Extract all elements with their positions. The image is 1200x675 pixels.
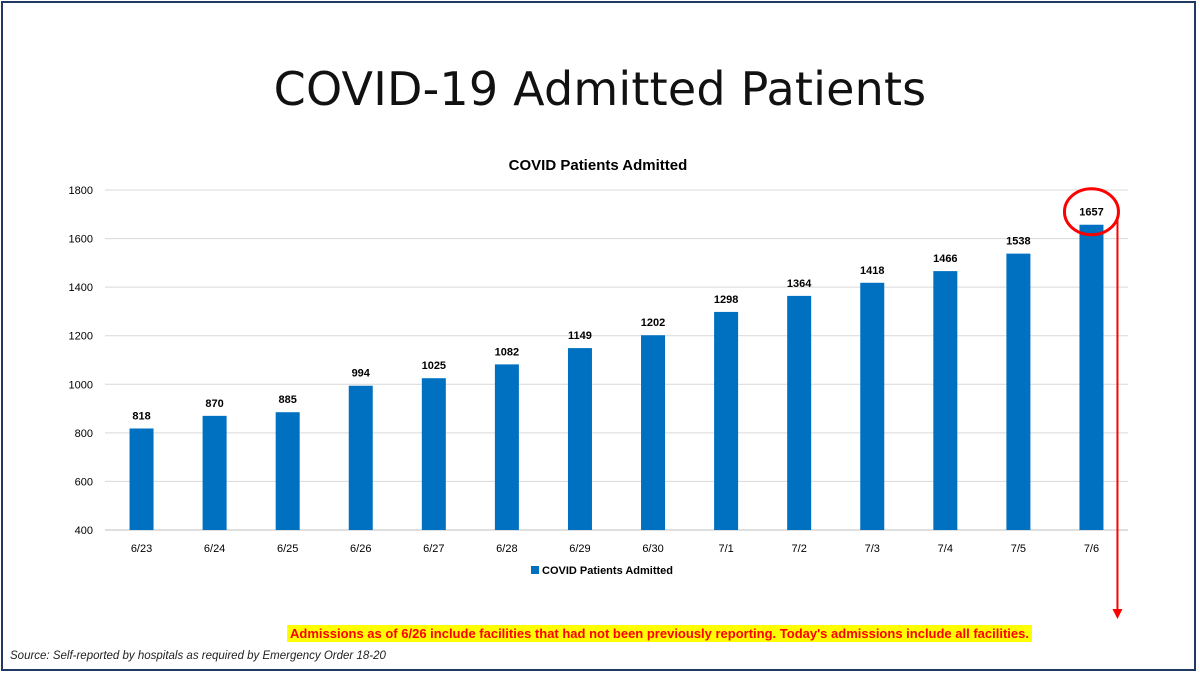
data-label: 885 <box>278 394 296 406</box>
data-label: 1082 <box>495 346 519 358</box>
bar-6/30 <box>641 335 666 530</box>
bars <box>129 224 1104 530</box>
gridlines <box>105 189 1128 531</box>
bar-6/23 <box>129 428 154 530</box>
x-tick-label: 6/30 <box>642 543 663 555</box>
y-tick-label: 1000 <box>69 379 93 391</box>
data-label: 1025 <box>422 360 446 372</box>
bar-7/6 <box>1079 224 1104 530</box>
bar-6/27 <box>421 378 446 530</box>
x-tick-label: 7/3 <box>865 543 880 555</box>
bar-6/29 <box>567 348 592 530</box>
highlight-annotation <box>1062 187 1123 619</box>
data-label: 1466 <box>933 253 957 265</box>
bar-7/2 <box>787 295 812 530</box>
x-tick-label: 7/6 <box>1084 543 1099 555</box>
data-label: 870 <box>205 398 223 410</box>
x-tick-label: 6/26 <box>350 543 371 555</box>
y-tick-label: 400 <box>75 525 93 537</box>
y-tick-label: 1200 <box>69 331 93 343</box>
y-tick-label: 1800 <box>69 185 93 197</box>
data-labels: 818 870 885 994 1025 1082 1149 1202 1298 1364 1418… <box>132 207 1103 423</box>
bar-6/26 <box>348 385 373 530</box>
highlight-arrowhead <box>1112 609 1123 619</box>
highlight-circle <box>1062 187 1120 237</box>
bar-6/25 <box>275 412 300 530</box>
bar-7/5 <box>1006 253 1031 530</box>
x-tick-label: 6/24 <box>204 543 225 555</box>
x-tick-label: 7/2 <box>792 543 807 555</box>
x-tick-label: 6/23 <box>131 543 152 555</box>
y-tick-label: 800 <box>75 428 93 440</box>
chart-title: COVID Patients Admitted <box>509 157 688 174</box>
x-tick-label: 6/25 <box>277 543 298 555</box>
x-tick-label: 6/28 <box>496 543 517 555</box>
x-tick-label: 7/4 <box>938 543 953 555</box>
data-label: 1298 <box>714 294 738 306</box>
y-axis-ticks: 400 600 800 1000 1200 1400 1600 1800 <box>69 185 93 537</box>
bar-6/24 <box>202 415 227 530</box>
bar-7/4 <box>933 271 958 530</box>
slide-title: COVID-19 Admitted Patients <box>273 62 927 116</box>
bar-7/3 <box>860 282 885 530</box>
data-label: 818 <box>132 410 150 422</box>
data-label: 1364 <box>787 278 812 290</box>
legend-swatch <box>531 566 539 574</box>
x-axis-ticks: 6/23 6/24 6/25 6/26 6/27 6/28 6/29 6/30 7/1 7/2 7/… <box>131 543 1099 555</box>
data-label: 1202 <box>641 317 665 329</box>
legend-label: COVID Patients Admitted <box>542 565 673 577</box>
data-label: 1418 <box>860 265 884 277</box>
data-label: 1538 <box>1006 236 1030 248</box>
bar-6/28 <box>494 364 519 530</box>
bar-7/1 <box>714 311 739 530</box>
data-label: 994 <box>352 368 371 380</box>
data-label: 1657 <box>1079 207 1103 219</box>
y-tick-label: 600 <box>75 476 93 488</box>
x-tick-label: 7/5 <box>1011 543 1026 555</box>
admissions-note: Admissions as of 6/26 include facilities… <box>287 625 1032 642</box>
x-tick-label: 6/27 <box>423 543 444 555</box>
y-tick-label: 1600 <box>69 234 93 246</box>
legend: COVID Patients Admitted <box>531 565 673 577</box>
x-tick-label: 7/1 <box>718 543 733 555</box>
x-tick-label: 6/29 <box>569 543 590 555</box>
source-note: Source: Self-reported by hospitals as re… <box>10 650 386 662</box>
data-label: 1149 <box>568 330 592 342</box>
y-tick-label: 1400 <box>69 282 93 294</box>
